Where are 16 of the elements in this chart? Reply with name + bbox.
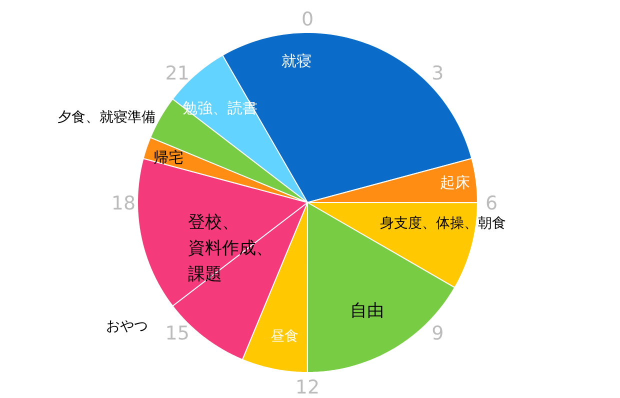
slice-label: 就寝 <box>281 52 312 70</box>
slice-label: 身支度、体操、朝食 <box>380 216 506 232</box>
slice-label: 昼食 <box>270 328 298 345</box>
text: 18 <box>111 192 136 214</box>
text: 0 <box>301 8 314 30</box>
text: 6 <box>485 192 498 214</box>
text: 15 <box>165 322 190 345</box>
text: 3 <box>432 62 444 84</box>
slice-label: 夕食、就寝準備 <box>58 109 156 126</box>
text: 12 <box>295 376 320 398</box>
slice-label: おやつ <box>106 318 148 335</box>
slice-label: 帰宅 <box>154 148 184 166</box>
slice-label: 起床 <box>440 174 470 192</box>
text: 9 <box>432 322 444 345</box>
slice-label: 自由 <box>350 301 384 322</box>
text: 21 <box>165 62 190 84</box>
